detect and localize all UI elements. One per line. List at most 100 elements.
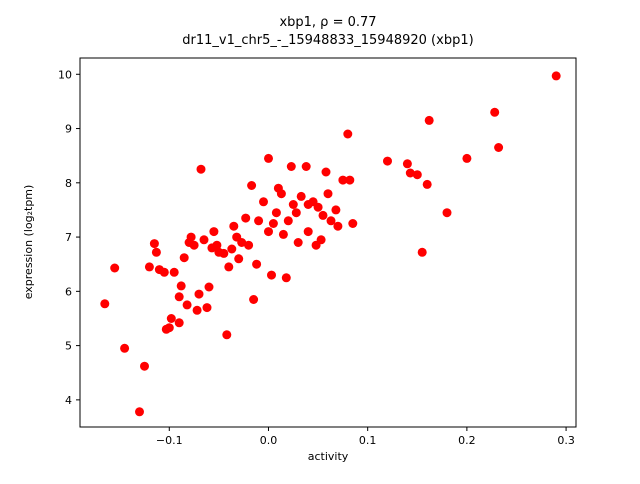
data-point xyxy=(199,235,209,245)
data-point xyxy=(244,240,254,250)
data-point xyxy=(164,323,174,333)
data-point xyxy=(291,208,301,218)
x-axis-label: activity xyxy=(308,450,349,463)
data-point xyxy=(192,305,202,315)
data-point xyxy=(422,179,432,189)
data-point xyxy=(194,289,204,299)
data-point xyxy=(296,191,306,201)
data-point xyxy=(144,262,154,272)
data-point xyxy=(383,156,392,166)
data-point xyxy=(494,143,504,152)
data-point xyxy=(169,267,179,277)
y-tick-label: 6 xyxy=(65,285,72,298)
data-point xyxy=(267,270,276,280)
data-point xyxy=(120,343,130,353)
y-axis-label: expression (log₂tpm) xyxy=(22,185,35,300)
data-point xyxy=(424,115,434,125)
data-point xyxy=(219,248,229,258)
data-point xyxy=(345,175,355,185)
data-point xyxy=(110,263,120,273)
data-point xyxy=(259,197,268,207)
data-point xyxy=(149,239,159,249)
data-point xyxy=(227,244,237,254)
x-tick-label: 0.1 xyxy=(359,434,377,447)
data-point xyxy=(166,314,176,323)
data-point xyxy=(224,262,234,272)
data-point xyxy=(331,205,341,215)
data-point xyxy=(333,221,343,231)
data-point xyxy=(135,407,144,417)
plot-title-line2: dr11_v1_chr5_-_15948833_15948920 (xbp1) xyxy=(182,33,473,48)
data-point xyxy=(204,282,214,292)
data-point xyxy=(209,227,219,237)
data-point xyxy=(462,153,472,163)
data-point xyxy=(241,213,251,223)
data-point xyxy=(301,162,311,171)
data-point xyxy=(264,227,273,237)
data-point xyxy=(234,254,244,264)
data-point xyxy=(249,295,259,304)
data-point xyxy=(212,240,222,250)
data-point xyxy=(412,170,422,180)
data-point xyxy=(229,221,239,231)
data-point xyxy=(237,238,247,247)
data-point xyxy=(268,219,278,228)
data-point xyxy=(442,208,452,218)
data-point xyxy=(278,229,288,239)
data-point xyxy=(318,210,328,220)
data-point xyxy=(348,219,358,228)
data-point xyxy=(182,300,192,310)
y-tick-label: 4 xyxy=(65,394,72,407)
data-point xyxy=(276,189,286,199)
data-point xyxy=(174,292,184,302)
data-point xyxy=(179,253,189,263)
data-point xyxy=(140,361,149,371)
x-axis-ticks: −0.1 0.0 0.1 0.2 0.3 xyxy=(156,427,575,447)
data-point xyxy=(402,159,412,169)
y-tick-label: 10 xyxy=(58,68,72,81)
y-tick-label: 7 xyxy=(65,231,72,244)
data-point xyxy=(247,181,257,190)
data-point xyxy=(202,303,212,313)
data-point xyxy=(283,216,293,226)
data-point xyxy=(264,153,273,163)
plot-title-line1: xbp1, ρ = 0.77 xyxy=(279,15,376,30)
x-tick-label: 0.0 xyxy=(260,434,278,447)
data-point xyxy=(313,202,323,212)
data-point xyxy=(323,189,333,199)
data-point xyxy=(100,299,110,309)
scatter-points xyxy=(100,71,561,417)
data-point xyxy=(490,107,500,117)
y-tick-label: 5 xyxy=(65,340,72,353)
data-point xyxy=(293,238,303,247)
y-axis-ticks: 4 5 6 7 8 9 10 xyxy=(58,68,80,407)
data-point xyxy=(321,167,331,177)
data-point xyxy=(174,318,184,328)
data-point xyxy=(254,216,264,226)
data-point xyxy=(338,175,348,185)
data-point xyxy=(281,273,291,283)
data-point xyxy=(551,71,561,81)
data-point xyxy=(417,247,427,257)
x-tick-label: 0.3 xyxy=(557,434,575,447)
data-point xyxy=(222,330,232,340)
data-point xyxy=(186,232,196,242)
x-tick-label: 0.2 xyxy=(458,434,476,447)
x-tick-label: −0.1 xyxy=(156,434,183,447)
y-tick-label: 9 xyxy=(65,123,72,136)
data-point xyxy=(176,281,186,291)
data-point xyxy=(286,162,296,171)
data-point xyxy=(252,259,262,269)
data-point xyxy=(326,216,336,226)
data-point xyxy=(316,235,326,245)
y-tick-label: 8 xyxy=(65,177,72,190)
data-point xyxy=(196,164,206,174)
data-point xyxy=(405,168,415,178)
data-point xyxy=(151,247,161,257)
data-point xyxy=(159,267,169,277)
data-point xyxy=(343,129,353,139)
data-point xyxy=(303,227,313,237)
data-point xyxy=(288,200,298,209)
